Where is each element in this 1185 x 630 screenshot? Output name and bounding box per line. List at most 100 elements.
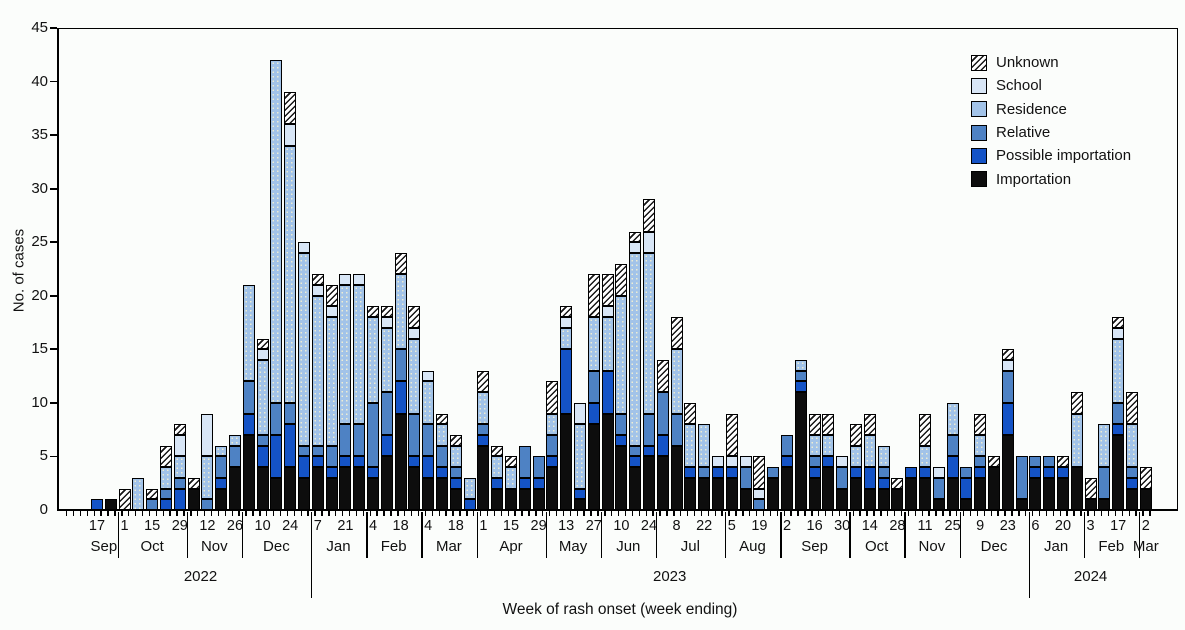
bar-segment-residence xyxy=(684,424,697,468)
week-tick-label: 6 xyxy=(1031,518,1040,534)
legend-item-importation: Importation xyxy=(971,167,1131,190)
bar-segment-residence xyxy=(1126,424,1138,468)
bar-segment-unknown xyxy=(615,263,628,296)
week-tick-label: 13 xyxy=(558,518,575,534)
bar-segment-possible_importation xyxy=(532,477,545,489)
y-tick-label: 20 xyxy=(31,286,48,304)
bar-segment-importation xyxy=(684,477,697,510)
bar-segment-possible_importation xyxy=(173,488,186,510)
bar-segment-unknown xyxy=(1112,317,1125,328)
month-separator xyxy=(186,512,189,558)
y-tick-label: 5 xyxy=(39,447,48,465)
bar-segment-unknown xyxy=(311,274,324,286)
x-axis-tick xyxy=(259,511,261,516)
y-axis-title: No. of cases xyxy=(10,228,28,313)
year-label: 2023 xyxy=(653,568,687,585)
x-axis-tick xyxy=(631,511,634,516)
bar-segment-residence xyxy=(877,445,890,468)
x-axis-tick xyxy=(245,511,247,516)
bar-segment-relative xyxy=(546,435,559,457)
x-axis-tick xyxy=(1031,511,1034,516)
bar-segment-unknown xyxy=(491,445,504,457)
bar-segment-unknown xyxy=(477,370,490,393)
bar-segment-residence xyxy=(311,295,324,446)
bar-segment-relative xyxy=(367,402,379,468)
bar-segment-possible_importation xyxy=(463,499,476,510)
bar-segment-unknown xyxy=(656,360,669,393)
month-label: Jul xyxy=(680,538,700,555)
week-tick-label: 17 xyxy=(1110,518,1127,534)
bar-segment-possible_importation xyxy=(808,467,821,478)
bar-segment-school xyxy=(643,231,655,253)
bar-segment-relative xyxy=(808,456,821,468)
x-axis-tick xyxy=(1004,511,1006,516)
x-axis-tick xyxy=(583,511,585,516)
y-axis-tick xyxy=(50,401,57,404)
x-axis-tick xyxy=(673,511,675,516)
month-separator xyxy=(1138,512,1141,558)
bar-segment-importation xyxy=(284,467,297,510)
bar-segment-residence xyxy=(670,349,683,414)
bar-segment-residence xyxy=(1112,338,1125,403)
bar-segment-school xyxy=(601,306,614,318)
bar-segment-residence xyxy=(215,445,228,457)
x-axis-tick xyxy=(811,511,813,516)
x-axis-tick xyxy=(1059,511,1061,516)
x-axis-tick xyxy=(500,511,503,516)
bar-segment-importation xyxy=(449,488,462,510)
bar-segment-possible_importation xyxy=(877,477,890,489)
x-axis-tick xyxy=(335,511,337,516)
bar-segment-residence xyxy=(546,413,559,436)
bar-segment-importation xyxy=(1015,499,1028,510)
bar-segment-relative xyxy=(753,499,766,510)
bar-segment-importation xyxy=(491,488,504,510)
bar-segment-residence xyxy=(505,467,517,489)
bar-segment-possible_importation xyxy=(560,349,573,414)
bar-segment-relative xyxy=(353,424,366,457)
week-tick-label: 5 xyxy=(727,518,736,534)
bar-segment-relative xyxy=(380,392,393,436)
bar-segment-unknown xyxy=(1001,349,1014,361)
bar-segment-importation xyxy=(298,477,310,510)
bar-segment-importation xyxy=(380,456,393,510)
x-axis-tick xyxy=(1045,511,1048,516)
bar-segment-residence xyxy=(477,392,490,425)
x-axis-tick xyxy=(114,511,116,516)
bar-segment-possible_importation xyxy=(367,467,379,478)
x-axis-tick xyxy=(617,511,620,516)
bar-segment-unknown xyxy=(919,413,931,446)
bar-segment-relative xyxy=(643,413,655,446)
bar-segment-importation xyxy=(794,392,807,510)
week-tick-label: 2 xyxy=(782,518,792,534)
bar-segment-importation xyxy=(1043,477,1056,510)
month-separator xyxy=(1083,512,1086,558)
y-tick-label: 10 xyxy=(31,393,48,411)
x-axis-tick xyxy=(790,511,792,516)
bar-segment-importation xyxy=(712,477,724,510)
month-separator xyxy=(655,512,658,558)
bar-segment-residence xyxy=(436,424,448,446)
x-axis-tick xyxy=(493,511,496,516)
bar-segment-unknown xyxy=(1057,456,1069,468)
bar-segment-unknown xyxy=(546,381,559,414)
bar-segment-possible_importation xyxy=(725,467,738,478)
possible-importation-swatch-icon xyxy=(971,147,987,164)
x-axis-tick xyxy=(1018,511,1020,516)
bar-segment-unknown xyxy=(146,488,159,500)
bar-segment-school xyxy=(298,242,310,253)
bar-segment-relative xyxy=(960,467,973,478)
bar-segment-importation xyxy=(436,477,448,510)
month-label: Apr xyxy=(499,538,523,555)
x-axis-tick xyxy=(907,511,910,516)
month-separator xyxy=(780,512,782,558)
x-axis-tick xyxy=(873,511,875,516)
bar-segment-importation xyxy=(256,467,269,510)
bar-segment-residence xyxy=(601,317,614,371)
legend-item-relative: Relative xyxy=(971,121,1131,144)
week-tick-label: 19 xyxy=(751,518,768,534)
bar-segment-importation xyxy=(891,488,904,510)
x-axis-tick xyxy=(535,511,537,516)
bar-segment-possible_importation xyxy=(160,499,172,510)
x-axis-tick xyxy=(1011,511,1013,516)
bar-segment-importation xyxy=(1001,435,1014,510)
